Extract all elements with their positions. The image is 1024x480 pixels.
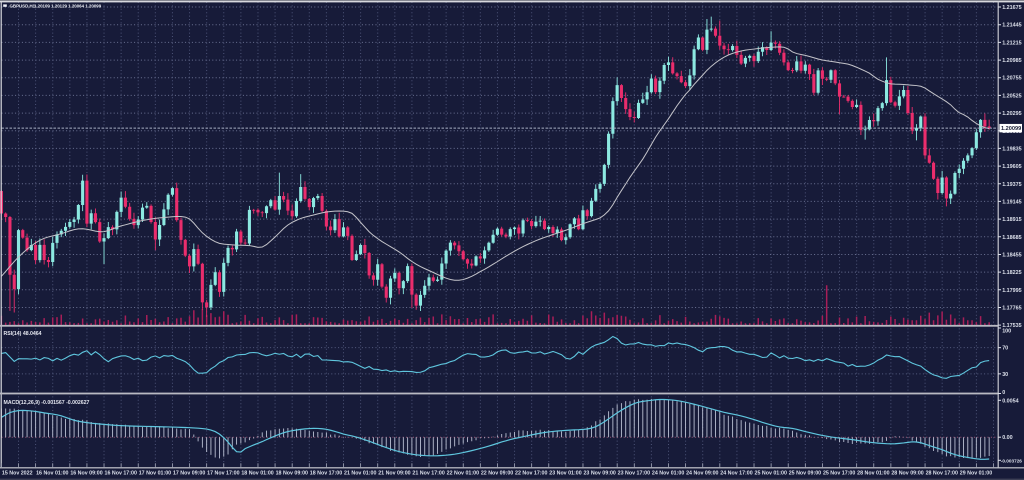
svg-text:1.17765: 1.17765 xyxy=(1002,305,1022,311)
svg-text:70: 70 xyxy=(1002,346,1008,352)
svg-text:17 Nov 09:00: 17 Nov 09:00 xyxy=(173,471,205,477)
svg-text:1.20525: 1.20525 xyxy=(1002,93,1022,99)
svg-text:30: 30 xyxy=(1002,372,1008,378)
svg-text:1.20099: 1.20099 xyxy=(1001,126,1021,132)
svg-text:1.21215: 1.21215 xyxy=(1002,40,1022,46)
svg-text:24 Nov 17:00: 24 Nov 17:00 xyxy=(720,471,752,477)
svg-text:25 Nov 01:00: 25 Nov 01:00 xyxy=(755,471,787,477)
svg-text:1.20295: 1.20295 xyxy=(1002,111,1022,117)
svg-text:RSI(14) 48.0464: RSI(14) 48.0464 xyxy=(4,331,42,337)
svg-text:MACD(12,26,9) -0.001567 -0.002: MACD(12,26,9) -0.001567 -0.002627 xyxy=(4,400,90,406)
svg-text:28 Nov 09:00: 28 Nov 09:00 xyxy=(891,471,923,477)
svg-text:1.18685: 1.18685 xyxy=(1002,235,1022,241)
svg-text:18 Nov 09:00: 18 Nov 09:00 xyxy=(276,471,308,477)
svg-text:17 Nov 01:00: 17 Nov 01:00 xyxy=(139,471,171,477)
svg-text:100: 100 xyxy=(1002,329,1011,335)
svg-text:23 Nov 09:00: 23 Nov 09:00 xyxy=(583,471,615,477)
svg-text:17 Nov 17:00: 17 Nov 17:00 xyxy=(207,471,239,477)
svg-text:15 Nov 2022: 15 Nov 2022 xyxy=(2,471,33,477)
svg-text:1.20985: 1.20985 xyxy=(1002,58,1022,64)
svg-text:1.17535: 1.17535 xyxy=(1002,323,1022,329)
svg-text:18 Nov 17:00: 18 Nov 17:00 xyxy=(310,471,342,477)
svg-text:16 Nov 09:00: 16 Nov 09:00 xyxy=(70,471,102,477)
svg-text:1.21445: 1.21445 xyxy=(1002,23,1022,29)
svg-text:1.18225: 1.18225 xyxy=(1002,270,1022,276)
svg-text:22 Nov 01:00: 22 Nov 01:00 xyxy=(447,471,479,477)
svg-text:25 Nov 09:00: 25 Nov 09:00 xyxy=(789,471,821,477)
svg-text:29 Nov 01:00: 29 Nov 01:00 xyxy=(960,471,992,477)
svg-text:28 Nov 01:00: 28 Nov 01:00 xyxy=(857,471,889,477)
svg-text:16 Nov 17:00: 16 Nov 17:00 xyxy=(105,471,137,477)
svg-text:0.00: 0.00 xyxy=(1002,435,1013,441)
svg-text:28 Nov 17:00: 28 Nov 17:00 xyxy=(926,471,958,477)
svg-text:1.18915: 1.18915 xyxy=(1002,217,1022,223)
svg-text:1.19145: 1.19145 xyxy=(1002,199,1022,205)
svg-text:21 Nov 09:00: 21 Nov 09:00 xyxy=(378,471,410,477)
svg-text:1.19605: 1.19605 xyxy=(1002,164,1022,170)
svg-text:21 Nov 01:00: 21 Nov 01:00 xyxy=(344,471,376,477)
svg-text:0.0054: 0.0054 xyxy=(1002,398,1019,404)
svg-text:16 Nov 01:00: 16 Nov 01:00 xyxy=(36,471,68,477)
svg-text:GBPUSD,H1: GBPUSD,H1 xyxy=(10,4,36,9)
svg-text:1.18455: 1.18455 xyxy=(1002,252,1022,258)
svg-text:23 Nov 17:00: 23 Nov 17:00 xyxy=(618,471,650,477)
svg-text:0: 0 xyxy=(1002,390,1005,396)
svg-text:24 Nov 09:00: 24 Nov 09:00 xyxy=(686,471,718,477)
svg-text:1.20755: 1.20755 xyxy=(1002,76,1022,82)
svg-text:22 Nov 17:00: 22 Nov 17:00 xyxy=(515,471,547,477)
svg-text:22 Nov 09:00: 22 Nov 09:00 xyxy=(481,471,513,477)
svg-text:1.19835: 1.19835 xyxy=(1002,146,1022,152)
svg-text:24 Nov 01:00: 24 Nov 01:00 xyxy=(652,471,684,477)
svg-text:23 Nov 01:00: 23 Nov 01:00 xyxy=(549,471,581,477)
svg-text:1.21675: 1.21675 xyxy=(1002,5,1022,11)
svg-text:18 Nov 01:00: 18 Nov 01:00 xyxy=(241,471,273,477)
svg-text:1.20109 1.20129 1.20064 1.2009: 1.20109 1.20129 1.20064 1.20099 xyxy=(34,4,102,9)
svg-text:25 Nov 17:00: 25 Nov 17:00 xyxy=(823,471,855,477)
svg-text:1.17995: 1.17995 xyxy=(1002,288,1022,294)
svg-text:1.19375: 1.19375 xyxy=(1002,182,1022,188)
svg-text:21 Nov 17:00: 21 Nov 17:00 xyxy=(412,471,444,477)
svg-text:-0.003726: -0.003726 xyxy=(1001,458,1023,463)
